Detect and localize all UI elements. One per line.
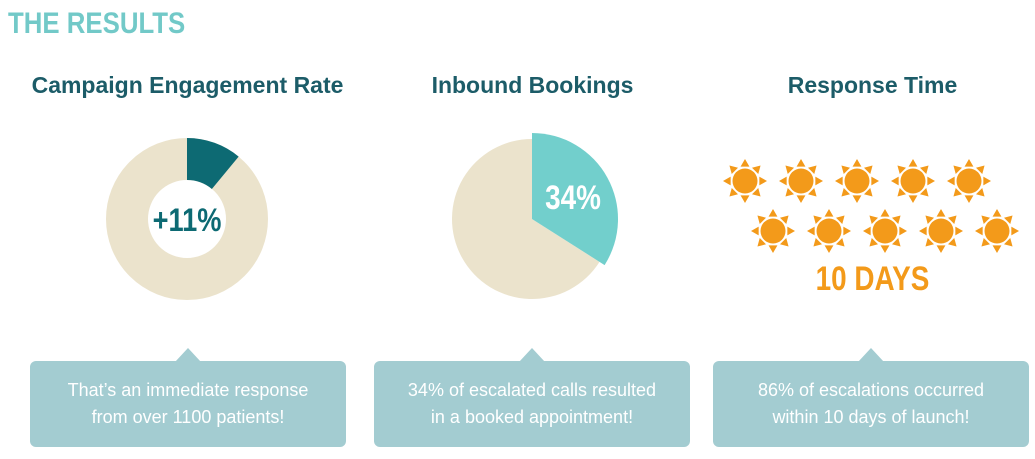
sun-icon (975, 209, 1019, 253)
callout-line: within 10 days of launch! (772, 407, 970, 427)
sun-icon (751, 209, 795, 253)
sun-icon (891, 159, 935, 203)
response-panel: Response Time 10 DAYS 86% of escalations… (700, 66, 1035, 459)
donut-center-label: +11% (153, 203, 222, 239)
bookings-callout: 34% of escalated calls resulted in a boo… (374, 348, 690, 447)
response-title: Response Time (787, 72, 958, 98)
sun-icon (863, 209, 907, 253)
bookings-pie-chart: 34% (452, 133, 618, 299)
bookings-title: Inbound Bookings (431, 72, 634, 98)
page-title: THE RESULTS (8, 7, 186, 40)
bookings-panel: Inbound Bookings 34% 34% of escalated ca… (360, 66, 705, 459)
days-label: 10 DAYS (815, 260, 930, 298)
sun-icon (807, 209, 851, 253)
callout-line: That’s an immediate response (67, 380, 309, 400)
callout-line: in a booked appointment! (430, 407, 634, 427)
sun-icon (723, 159, 767, 203)
pie-value-slice (532, 133, 618, 266)
callout-line: 34% of escalated calls resulted (407, 380, 657, 400)
sun-icon (835, 159, 879, 203)
engagement-title: Campaign Engagement Rate (31, 72, 344, 98)
callout-line: from over 1100 patients! (91, 407, 285, 427)
engagement-panel: Campaign Engagement Rate +11% That’s an … (15, 66, 360, 459)
callout-line: 86% of escalations occurred (757, 380, 985, 400)
engagement-donut-chart: +11% (106, 138, 268, 300)
sun-icon (919, 209, 963, 253)
engagement-callout: That’s an immediate response from over 1… (30, 348, 346, 447)
pie-rest-slice (452, 139, 600, 299)
response-callout: 86% of escalations occurred within 10 da… (713, 348, 1029, 447)
sun-pictograph (723, 159, 1019, 253)
sun-icon (779, 159, 823, 203)
sun-icon (947, 159, 991, 203)
pie-slice-label: 34% (545, 178, 601, 216)
donut-value-arc (185, 138, 239, 190)
